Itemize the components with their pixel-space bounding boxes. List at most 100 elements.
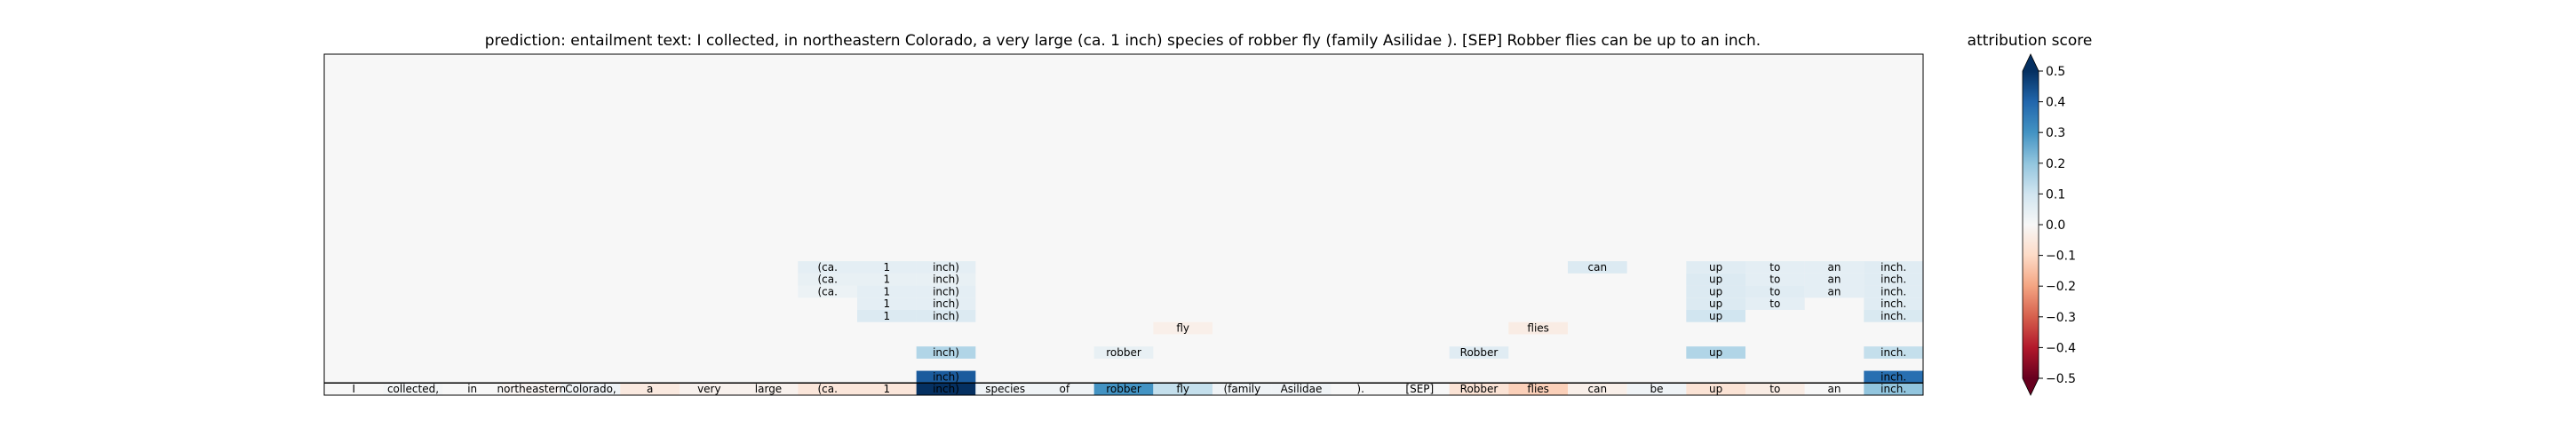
heatmap-cell: [798, 261, 857, 274]
heatmap-cell: [1745, 285, 1805, 298]
heatmap-cell: [1449, 383, 1509, 395]
token-label: northeastern: [497, 383, 567, 395]
token-label: a: [647, 383, 653, 395]
heatmap-cell: [916, 346, 976, 359]
heatmap-cell: [1745, 297, 1805, 310]
token-label: large: [755, 383, 782, 395]
heatmap-cell: [1864, 285, 1923, 298]
token-label: an: [1828, 285, 1841, 297]
heatmap-cell: [620, 383, 680, 395]
token-label: up: [1709, 310, 1722, 322]
token-label: up: [1709, 383, 1722, 395]
heatmap-cell: [1686, 297, 1745, 310]
heatmap-cell: [1864, 310, 1923, 322]
heatmap-cell: [1626, 383, 1687, 395]
colorbar-tick-label: −0.5: [2046, 372, 2076, 386]
heatmap-cell: [1686, 383, 1745, 395]
token-label: flies: [1527, 322, 1549, 335]
token-label: inch): [933, 297, 959, 310]
heatmap-cells: [324, 261, 1923, 395]
heatmap-cell: [1804, 273, 1864, 286]
token-label: species: [985, 383, 1025, 395]
token-label: (family: [1223, 383, 1260, 395]
token-label: inch.: [1880, 285, 1906, 297]
token-label: Robber: [1460, 346, 1499, 359]
token-label: inch.: [1880, 383, 1906, 395]
token-label: (ca.: [817, 383, 837, 395]
token-label: 1: [884, 297, 891, 310]
colorbar-tick-label: 0.3: [2046, 126, 2065, 140]
token-label: collected,: [387, 383, 439, 395]
heatmap-cell: [798, 273, 857, 286]
token-label: very: [697, 383, 721, 395]
heatmap-cell: [857, 261, 917, 274]
colorbar-label: attribution score: [1968, 32, 2093, 50]
heatmap-cell: [1745, 261, 1805, 274]
token-label: inch.: [1880, 297, 1906, 310]
token-label: flies: [1527, 383, 1549, 395]
heatmap-cell: [975, 383, 1035, 395]
heatmap-cell: [857, 310, 917, 322]
token-label: inch): [933, 310, 959, 322]
token-label: robber: [1106, 346, 1141, 359]
token-label: inch): [933, 370, 959, 383]
heatmap-cell: [1864, 346, 1923, 359]
token-label: up: [1709, 346, 1722, 359]
heatmap-cell: [1449, 346, 1509, 359]
token-label: to: [1769, 261, 1780, 274]
heatmap-cell: [738, 383, 799, 395]
token-label: (ca.: [817, 285, 837, 297]
token-label: inch): [933, 346, 959, 359]
heatmap-cell: [1686, 346, 1745, 359]
token-label: to: [1769, 383, 1780, 395]
token-label: inch.: [1880, 310, 1906, 322]
token-label: 1: [884, 383, 891, 395]
colorbar-tick-label: 0.2: [2046, 157, 2065, 171]
token-label: can: [1588, 261, 1608, 274]
token-label: to: [1769, 274, 1780, 286]
heatmap-cell: [324, 383, 384, 395]
heatmap-cell: [1153, 321, 1212, 335]
token-label: of: [1060, 383, 1070, 395]
heatmap-cell: [1093, 383, 1154, 395]
chart-title: prediction: entailment text: I collected…: [485, 32, 1761, 50]
colorbar-max-extension: [2023, 54, 2039, 71]
colorbar-tick-label: −0.2: [2046, 280, 2076, 294]
heatmap-cell: [680, 383, 739, 395]
heatmap-cell: [561, 383, 621, 395]
colorbar-ticks: 0.5 0.4 0.3 0.2 0.1 0.0 −0.1 −0.2 −0.3 −0.4 −0.5: [2039, 65, 2076, 386]
token-label: 1: [884, 285, 891, 297]
token-label: up: [1709, 261, 1722, 274]
heatmap-frame: [323, 53, 1924, 396]
token-label: in: [467, 383, 477, 395]
token-label: up: [1709, 274, 1722, 286]
heatmap-cell: [1271, 383, 1332, 395]
heatmap-cell: [1804, 285, 1864, 298]
heatmap-background: [324, 54, 1923, 395]
heatmap-cell: [1864, 383, 1923, 395]
heatmap-cell: [916, 261, 976, 274]
token-label: to: [1769, 297, 1780, 310]
heatmap-cell: [1212, 383, 1272, 395]
heatmap-cell: [1745, 383, 1805, 395]
heatmap-cell: [916, 310, 976, 322]
heatmap-cell: [1864, 297, 1923, 310]
heatmap-cell: [798, 285, 857, 298]
heatmap-cell: [1864, 261, 1923, 274]
heatmap-cell: [857, 285, 917, 298]
heatmap-cell: [1568, 261, 1627, 274]
token-label: up: [1709, 297, 1722, 310]
heatmap-cell: [1864, 273, 1923, 286]
colorbar-tick-label: 0.0: [2046, 218, 2065, 233]
colorbar-tick-label: −0.4: [2046, 341, 2076, 355]
heatmap-cell: [857, 297, 917, 310]
token-label: an: [1828, 261, 1841, 274]
token-label: 1: [884, 310, 891, 322]
token-label: Asilidae: [1281, 383, 1323, 395]
token-label: Colorado,: [565, 383, 616, 395]
heatmap-cell: [857, 273, 917, 286]
heatmap-cell: [916, 370, 976, 384]
token-label: an: [1828, 383, 1841, 395]
